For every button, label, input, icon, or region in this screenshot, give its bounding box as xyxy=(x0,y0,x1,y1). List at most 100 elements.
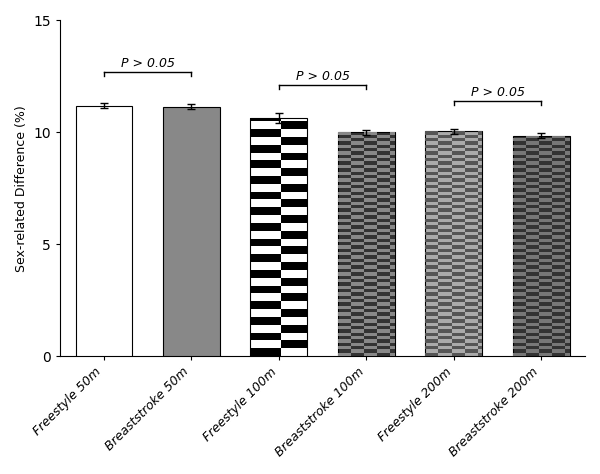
Bar xyxy=(452,272,465,275)
Bar xyxy=(452,178,465,182)
Bar xyxy=(565,212,569,215)
Bar xyxy=(425,259,439,262)
Bar xyxy=(513,339,526,343)
Text: P > 0.05: P > 0.05 xyxy=(470,86,524,99)
Bar xyxy=(539,306,552,309)
Bar xyxy=(526,141,539,145)
Bar xyxy=(250,207,281,215)
Bar xyxy=(565,306,569,309)
Bar xyxy=(552,289,565,292)
Bar xyxy=(391,353,395,356)
Bar xyxy=(364,306,377,309)
Bar xyxy=(338,272,351,275)
Bar xyxy=(391,246,395,249)
Bar xyxy=(465,188,478,191)
Bar xyxy=(425,286,439,289)
Bar xyxy=(552,209,565,212)
Bar xyxy=(439,283,452,286)
Bar xyxy=(465,155,478,158)
Bar xyxy=(526,155,539,158)
Bar xyxy=(478,259,482,262)
Bar xyxy=(465,235,478,238)
Bar xyxy=(377,209,391,212)
Bar xyxy=(565,219,569,222)
Bar xyxy=(338,138,351,141)
Bar xyxy=(351,255,364,259)
Bar xyxy=(565,286,569,289)
Bar xyxy=(338,326,351,329)
Bar xyxy=(452,292,465,296)
Bar xyxy=(513,138,526,141)
Bar xyxy=(452,151,465,155)
Bar xyxy=(465,209,478,212)
Bar xyxy=(391,306,395,309)
Bar xyxy=(513,158,526,162)
Bar xyxy=(478,131,482,135)
Bar xyxy=(478,172,482,175)
Bar xyxy=(526,242,539,246)
Bar xyxy=(526,302,539,306)
Bar xyxy=(526,336,539,339)
Bar xyxy=(478,339,482,343)
Bar xyxy=(425,326,439,329)
Bar xyxy=(391,232,395,235)
Bar xyxy=(439,242,452,246)
Bar xyxy=(539,259,552,262)
Bar xyxy=(391,219,395,222)
Bar xyxy=(526,235,539,238)
Bar xyxy=(250,255,281,262)
Bar xyxy=(338,333,351,336)
Bar xyxy=(465,343,478,346)
Bar xyxy=(565,292,569,296)
Bar xyxy=(391,292,395,296)
Bar xyxy=(513,178,526,182)
Bar xyxy=(281,293,307,301)
Bar xyxy=(465,275,478,279)
Bar xyxy=(526,209,539,212)
Bar xyxy=(377,182,391,185)
Bar xyxy=(377,135,391,138)
Bar xyxy=(565,205,569,209)
Bar xyxy=(364,339,377,343)
Bar xyxy=(526,309,539,312)
Bar xyxy=(338,346,351,349)
Bar xyxy=(391,172,395,175)
Bar xyxy=(338,132,395,356)
Bar xyxy=(281,200,307,207)
Bar xyxy=(281,309,307,317)
Bar xyxy=(364,279,377,283)
Bar xyxy=(364,299,377,302)
Bar xyxy=(338,286,351,289)
Bar xyxy=(452,232,465,235)
Bar xyxy=(439,296,452,299)
Bar xyxy=(526,289,539,292)
Bar xyxy=(351,296,364,299)
Bar xyxy=(351,155,364,158)
Bar xyxy=(539,138,552,141)
Bar xyxy=(452,165,465,168)
Bar xyxy=(478,272,482,275)
Bar xyxy=(513,172,526,175)
Bar xyxy=(364,252,377,255)
Bar xyxy=(526,296,539,299)
Bar xyxy=(478,299,482,302)
Bar xyxy=(513,185,526,188)
Bar xyxy=(391,199,395,202)
Bar xyxy=(452,205,465,209)
Bar xyxy=(338,232,351,235)
Bar xyxy=(513,312,526,316)
Bar xyxy=(452,299,465,302)
Bar xyxy=(351,209,364,212)
Bar xyxy=(391,333,395,336)
Bar xyxy=(391,265,395,269)
Bar xyxy=(465,148,478,151)
Bar xyxy=(281,153,307,160)
Bar xyxy=(439,235,452,238)
Bar xyxy=(565,138,569,141)
Bar xyxy=(391,151,395,155)
Bar xyxy=(391,319,395,322)
Bar xyxy=(513,199,526,202)
Bar xyxy=(452,339,465,343)
Bar xyxy=(465,309,478,312)
Bar xyxy=(465,349,478,353)
